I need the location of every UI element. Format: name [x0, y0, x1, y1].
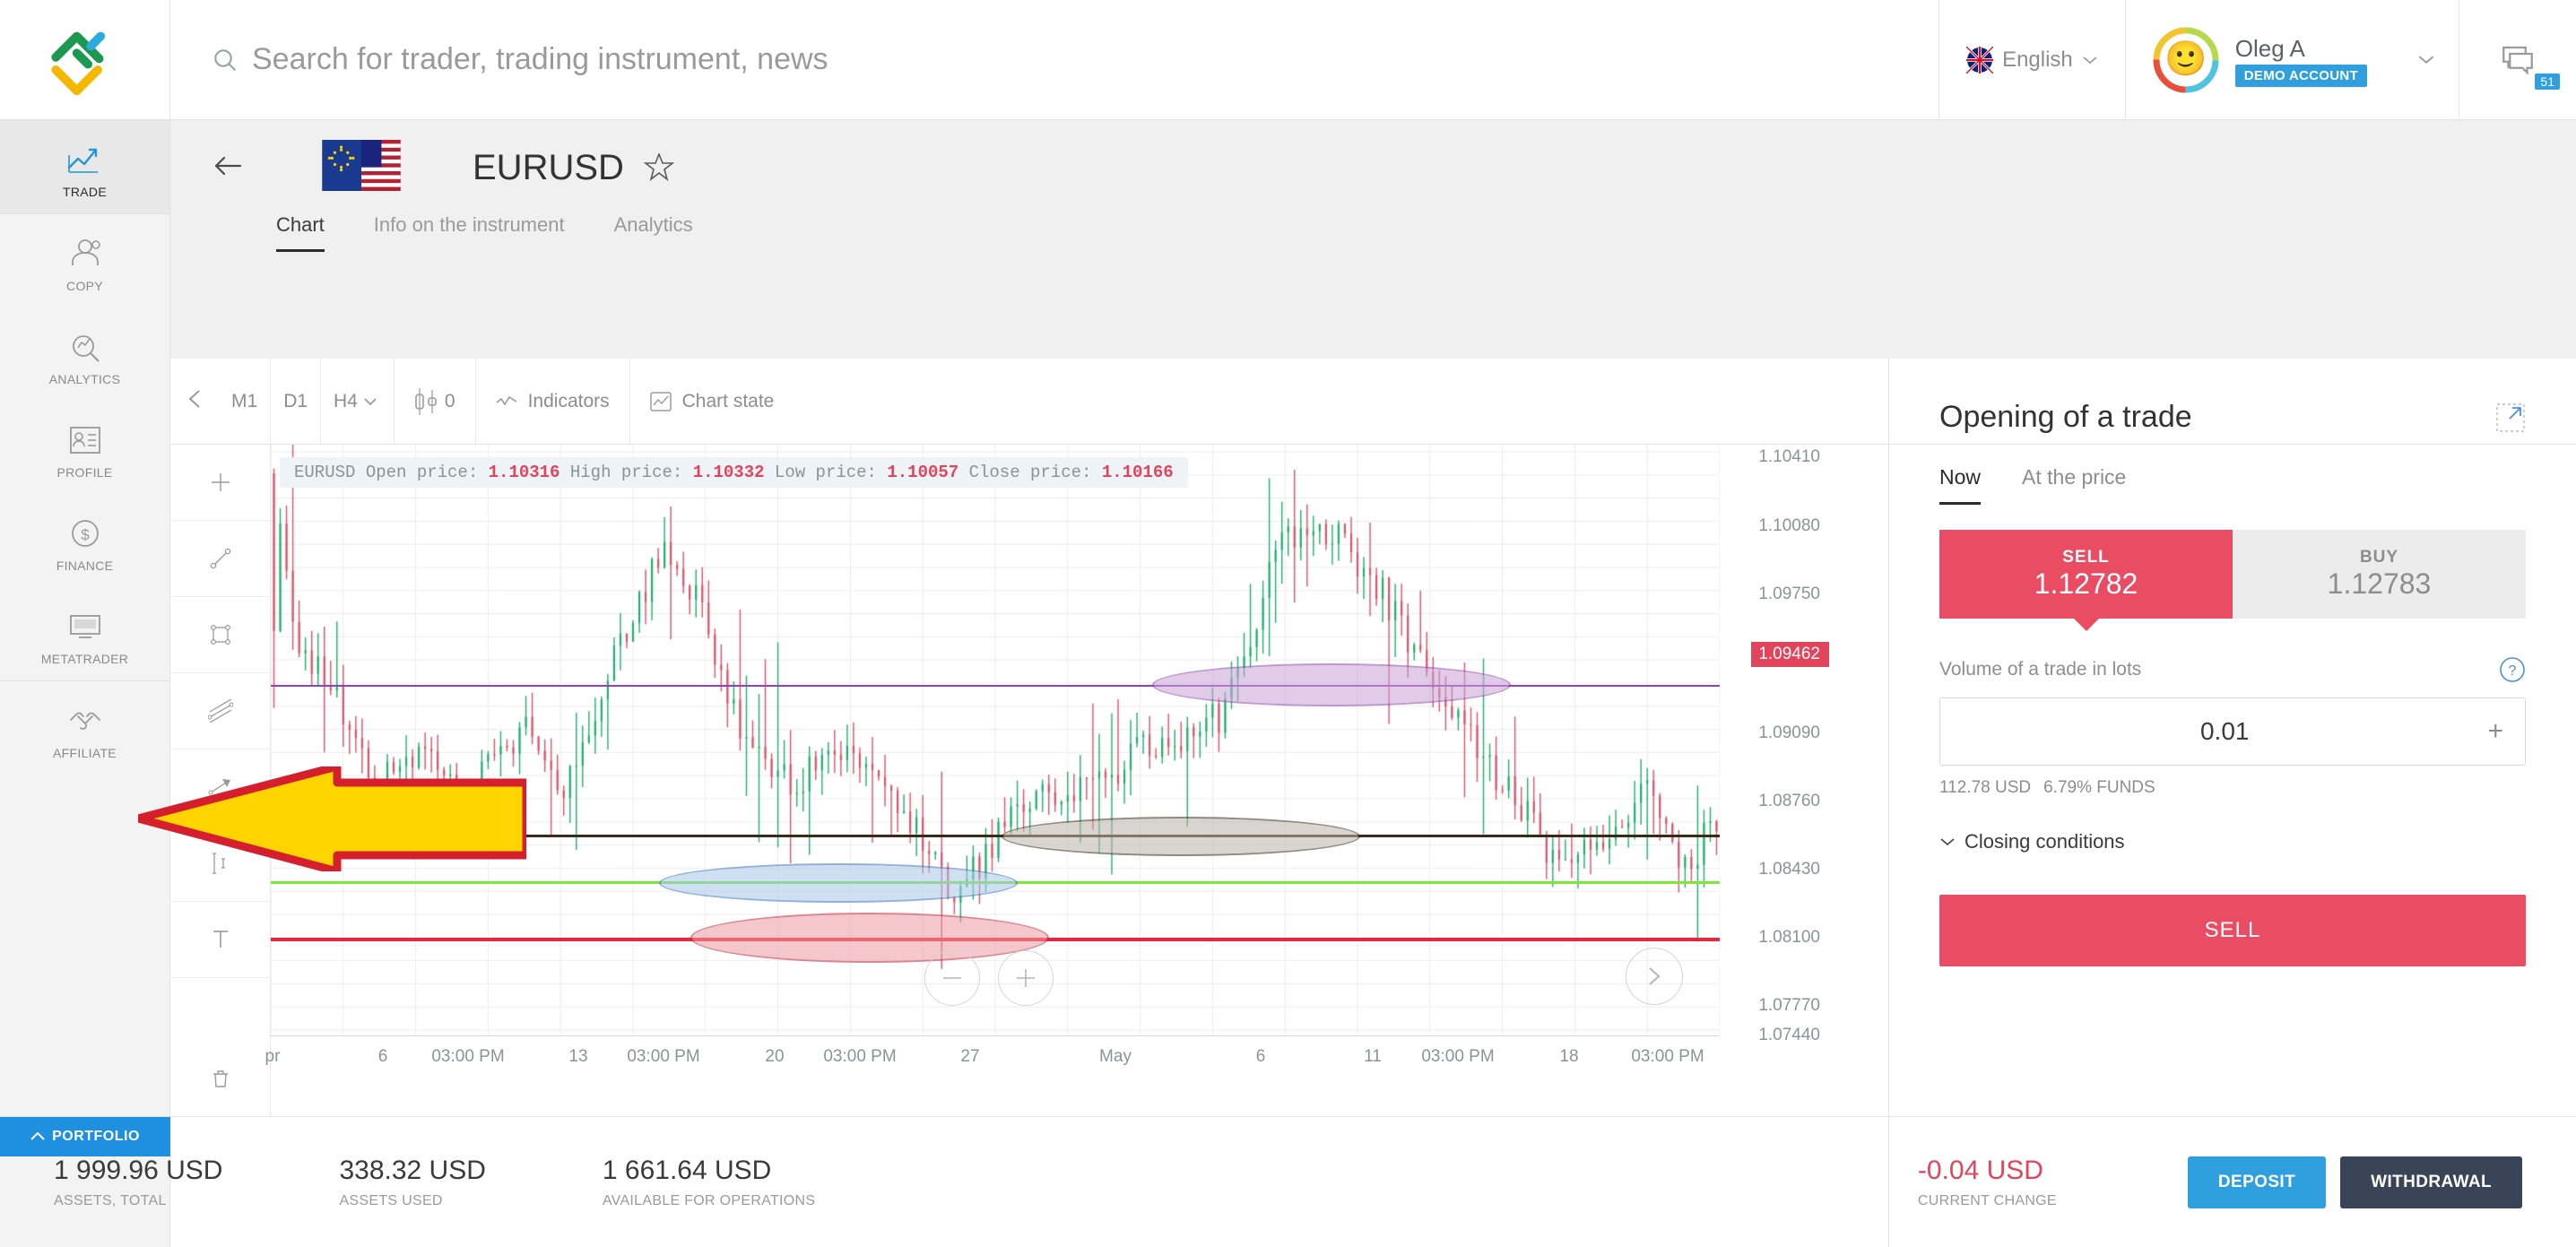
svg-text:?: ?	[2509, 663, 2517, 679]
svg-text:🙂: 🙂	[2164, 39, 2207, 78]
svg-text:$: $	[81, 526, 90, 543]
